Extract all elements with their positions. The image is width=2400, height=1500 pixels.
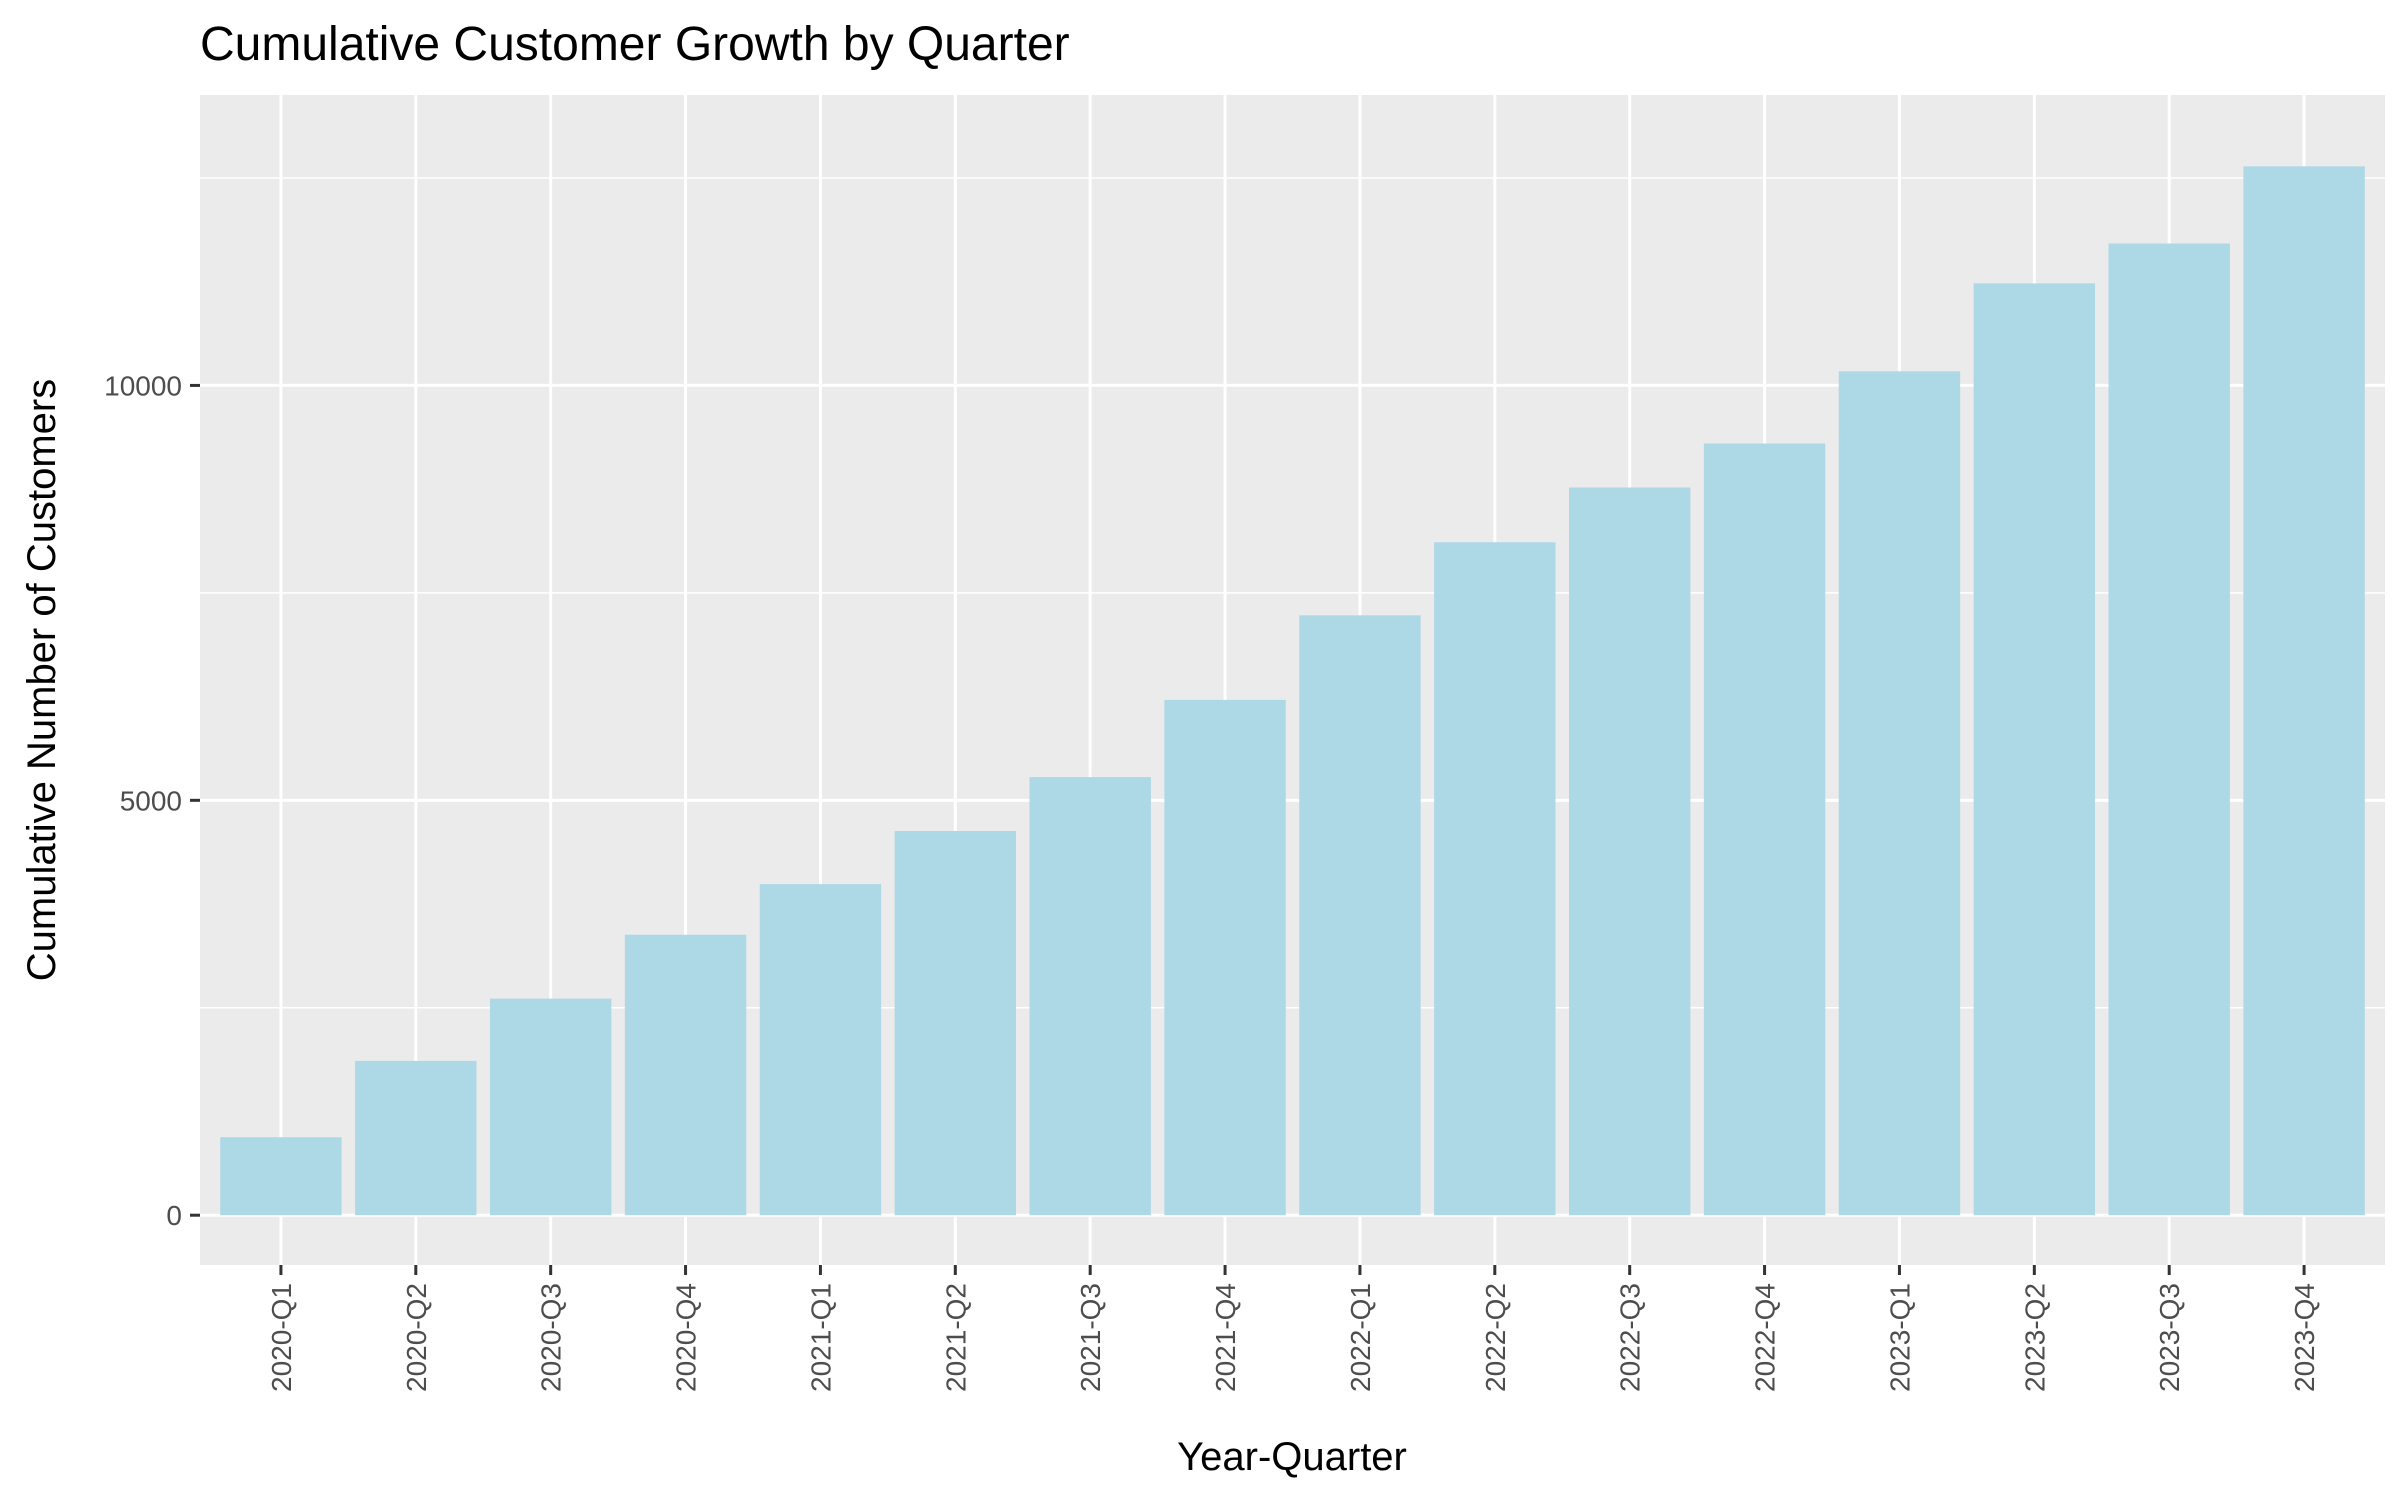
x-tick-label: 2022-Q3 [1615, 1283, 1646, 1392]
bar-2022-Q1 [1299, 615, 1421, 1216]
x-axis-ticks: 2020-Q1 2020-Q2 2020-Q3 2020-Q4 2021-Q1 2021-… [266, 1265, 2320, 1392]
x-tick-label: 2021-Q1 [805, 1283, 836, 1392]
bar-2020-Q1 [220, 1137, 342, 1216]
bar-2022-Q4 [1703, 443, 1826, 1216]
bar-2020-Q3 [489, 998, 612, 1216]
y-tick-label: 10000 [104, 370, 182, 401]
y-axis-ticks: 0 5000 10000 [104, 370, 200, 1231]
x-tick-label: 2022-Q1 [1345, 1283, 1376, 1392]
x-tick-label: 2021-Q2 [940, 1283, 971, 1392]
bar-2021-Q1 [759, 884, 882, 1216]
x-tick-label: 2021-Q3 [1075, 1283, 1106, 1392]
x-tick-label: 2023-Q3 [2154, 1283, 2185, 1392]
bar-2022-Q3 [1568, 487, 1691, 1216]
bar-2023-Q3 [2108, 243, 2230, 1216]
bar-2021-Q2 [894, 831, 1017, 1216]
bar-2021-Q4 [1164, 699, 1286, 1216]
x-tick-label: 2023-Q4 [2289, 1283, 2320, 1392]
x-tick-label: 2020-Q1 [266, 1283, 297, 1392]
y-tick-label: 0 [166, 1200, 182, 1231]
x-tick-label: 2023-Q1 [1884, 1283, 1915, 1392]
x-tick-label: 2020-Q3 [536, 1283, 567, 1392]
x-axis-title: Year-Quarter [1177, 1435, 1407, 1479]
bar-2023-Q4 [2243, 166, 2365, 1216]
chart-title: Cumulative Customer Growth by Quarter [200, 18, 1070, 71]
x-tick-label: 2022-Q4 [1750, 1283, 1781, 1392]
bar-2021-Q3 [1029, 777, 1151, 1216]
bar-2020-Q4 [624, 934, 747, 1216]
x-tick-label: 2020-Q4 [671, 1283, 702, 1392]
y-axis-title: Cumulative Number of Customers [20, 379, 64, 981]
bar-2020-Q2 [355, 1060, 477, 1216]
bar-2022-Q2 [1434, 542, 1556, 1216]
x-tick-label: 2020-Q2 [401, 1283, 432, 1392]
y-tick-label: 5000 [120, 785, 182, 816]
bars [220, 166, 2365, 1216]
x-tick-label: 2021-Q4 [1210, 1283, 1241, 1392]
x-tick-label: 2023-Q2 [2019, 1283, 2050, 1392]
x-tick-label: 2022-Q2 [1480, 1283, 1511, 1392]
bar-2023-Q2 [1973, 283, 2096, 1216]
bar-2023-Q1 [1838, 371, 1961, 1216]
